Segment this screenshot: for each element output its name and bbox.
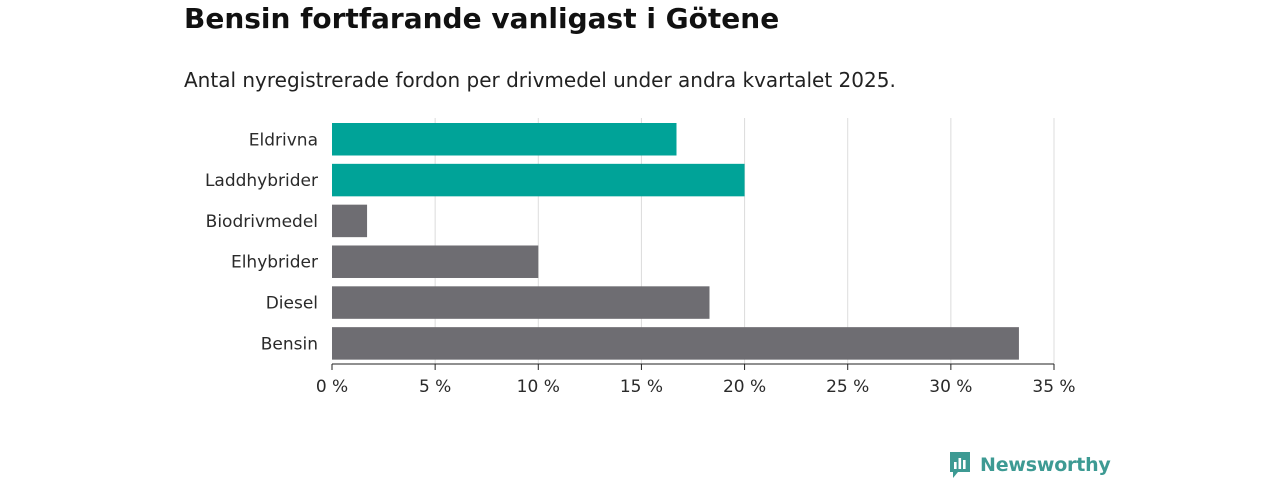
x-tick-label: 35 % [1032, 377, 1075, 397]
x-tick-label: 30 % [929, 377, 972, 397]
category-label: Eldrivna [249, 130, 318, 150]
bar-laddhybrider [332, 163, 745, 197]
bar-eldrivna [332, 123, 677, 156]
x-tick-label: 15 % [620, 377, 663, 397]
x-tick-label: 0 % [316, 377, 348, 397]
bar-diesel [332, 286, 710, 319]
category-label: Laddhybrider [205, 171, 318, 191]
newsworthy-logo-icon [950, 452, 970, 478]
bar-bensin [332, 327, 1019, 360]
bar-elhybrider [332, 245, 539, 278]
x-tick-label: 20 % [723, 377, 766, 397]
category-label: Bensin [261, 334, 318, 354]
bar-biodrivmedel [332, 204, 368, 238]
category-label: Diesel [266, 294, 318, 314]
category-label: Elhybrider [231, 253, 318, 273]
bar-chart: Eldrivna Laddhybrider Biodrivmedel Elhybrid… [205, 118, 1076, 397]
category-label: Biodrivmedel [206, 212, 318, 232]
brand-name: Newsworthy [980, 454, 1111, 476]
x-tick-label: 10 % [517, 377, 560, 397]
chart-title: Bensin fortfarande vanligast i Götene [184, 2, 780, 35]
chart-subtitle: Antal nyregistrerade fordon per drivmede… [184, 68, 896, 92]
x-tick-label: 25 % [826, 377, 869, 397]
x-tick-label: 5 % [419, 377, 451, 397]
brand-logo[interactable]: Newsworthy [948, 450, 1111, 480]
